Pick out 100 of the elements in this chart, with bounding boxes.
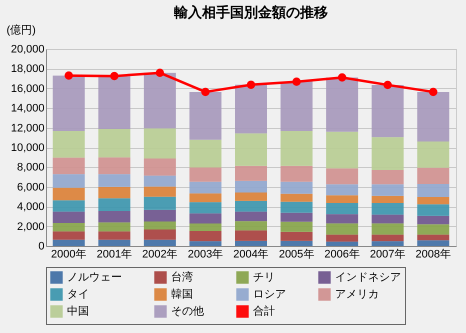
point [201, 88, 210, 96]
bar [189, 92, 222, 140]
bar [189, 224, 222, 232]
bar [52, 76, 85, 132]
bar [144, 128, 176, 159]
bar [280, 166, 313, 182]
legend-label: 中国 [67, 304, 89, 318]
bar [372, 84, 404, 138]
bar [417, 216, 450, 224]
legend-label: 韓国 [171, 288, 193, 300]
bar [372, 214, 404, 224]
x-tick-label: 2004年 [233, 248, 269, 260]
x-tick-label: 2007年 [370, 248, 406, 260]
bar [417, 234, 450, 240]
bar [280, 212, 313, 222]
x-tick-label: 2002年 [142, 248, 178, 260]
y-tick-label: 16,000 [10, 82, 44, 95]
bar [417, 240, 450, 246]
bar [98, 240, 130, 246]
bar [98, 174, 130, 187]
y-tick-label: 12,000 [10, 122, 44, 134]
bar [326, 184, 358, 196]
bar [417, 204, 450, 216]
bar [235, 166, 267, 181]
bar [280, 232, 313, 241]
y-tick-label: 10,000 [10, 142, 44, 154]
bar [144, 240, 176, 246]
bar [144, 230, 176, 240]
bar [144, 210, 176, 222]
bar [280, 182, 313, 194]
bar [144, 186, 176, 197]
bar [235, 180, 267, 193]
chart-title: 輸入相手国別金額の推移 [173, 4, 328, 20]
legend-label: タイ [67, 288, 89, 300]
bar [372, 170, 404, 184]
bar [417, 92, 450, 142]
bar [98, 128, 130, 158]
bar [52, 240, 85, 246]
bar [189, 140, 222, 168]
bar [372, 184, 404, 196]
bar [235, 240, 267, 246]
bar [189, 202, 222, 214]
legend-label: アメリカ [335, 288, 379, 300]
bar [326, 223, 358, 235]
legend-label: チリ [253, 272, 275, 284]
bar [235, 192, 267, 201]
bar [417, 168, 450, 184]
bar [417, 197, 450, 204]
bar [98, 231, 130, 240]
bar [326, 242, 358, 246]
bar [235, 200, 267, 212]
x-tick-label: 2005年 [278, 248, 314, 260]
y-axis-title: (億円) [6, 24, 36, 36]
bar [372, 241, 404, 246]
bar [52, 158, 85, 174]
point [64, 71, 73, 80]
bar [326, 214, 358, 224]
y-tick-label: 14,000 [10, 102, 44, 115]
y-tick-label: 2,000 [16, 220, 44, 233]
bar [326, 77, 358, 132]
bar [189, 167, 222, 182]
point [292, 78, 301, 86]
y-tick-label: 4,000 [16, 201, 44, 214]
legend-label: インドネシア [335, 272, 401, 284]
legend-label: 台湾 [171, 270, 193, 284]
x-tick-label: 2001年 [96, 248, 132, 260]
legend-label: ロシア [253, 288, 286, 300]
bar [326, 234, 358, 242]
bar [98, 157, 130, 174]
legend-label: 合計 [253, 304, 275, 318]
bar [280, 222, 313, 232]
bar [235, 212, 267, 222]
bar [189, 241, 222, 246]
bar [235, 221, 267, 230]
bar [52, 174, 85, 188]
bar [52, 188, 85, 200]
bar [144, 221, 176, 230]
bar [52, 212, 85, 223]
bar [417, 224, 450, 235]
bar [417, 184, 450, 198]
bar [372, 234, 404, 242]
bar [98, 186, 130, 198]
bar [372, 203, 404, 215]
bar [372, 196, 404, 204]
point [429, 88, 438, 96]
x-tick-label: 2000年 [51, 248, 87, 260]
bar [372, 223, 404, 235]
bar [326, 168, 358, 184]
bar [280, 202, 313, 213]
x-tick-label: 2003年 [188, 248, 224, 260]
bar [235, 84, 267, 134]
bar [98, 198, 130, 212]
bar [144, 196, 176, 210]
bar [235, 133, 267, 166]
point [110, 72, 119, 80]
bar [326, 203, 358, 214]
y-tick-label: 0 [38, 240, 44, 252]
y-tick-label: 8,000 [16, 162, 44, 174]
bar [280, 194, 313, 202]
bar [372, 137, 404, 170]
